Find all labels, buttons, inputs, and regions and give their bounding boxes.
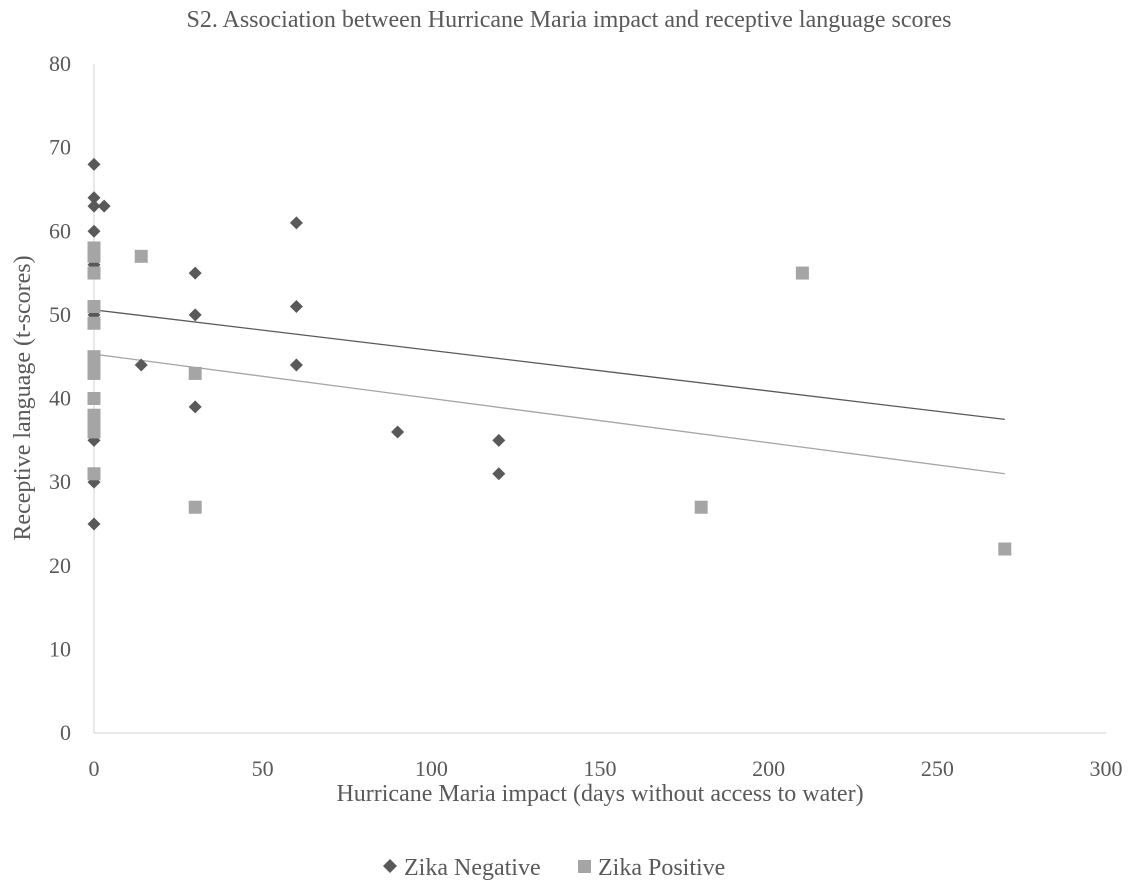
y-tick-label: 50 bbox=[49, 302, 71, 327]
y-tick-label: 20 bbox=[49, 553, 71, 578]
data-point-diamond bbox=[188, 400, 202, 414]
y-tick-label: 40 bbox=[49, 386, 71, 411]
data-point-diamond bbox=[97, 199, 111, 213]
data-point-diamond bbox=[87, 157, 101, 171]
y-tick-label: 0 bbox=[60, 720, 71, 745]
y-tick-label: 60 bbox=[49, 218, 71, 243]
data-point-square bbox=[87, 366, 101, 380]
trendlines bbox=[93, 309, 1005, 475]
x-tick-label: 200 bbox=[752, 756, 785, 781]
data-point-square bbox=[188, 366, 202, 380]
data-point-diamond bbox=[492, 467, 506, 481]
data-point-square bbox=[795, 266, 809, 280]
y-axis: 0 10 20 30 40 50 60 70 80 bbox=[49, 51, 95, 745]
trendline-zika-negative bbox=[93, 309, 1005, 421]
x-tick-label: 300 bbox=[1090, 756, 1123, 781]
legend-label-zika-positive: Zika Positive bbox=[598, 855, 725, 881]
data-point-square bbox=[694, 500, 708, 514]
data-point-square bbox=[87, 425, 101, 439]
series-zika-negative bbox=[87, 157, 809, 531]
data-point-diamond bbox=[391, 425, 405, 439]
x-axis: 0 50 100 150 200 250 300 bbox=[89, 732, 1123, 781]
legend-label-zika-negative: Zika Negative bbox=[404, 855, 541, 881]
data-point-diamond bbox=[87, 191, 101, 205]
y-tick-label: 30 bbox=[49, 469, 71, 494]
data-point-square bbox=[87, 316, 101, 330]
legend: Zika Negative Zika Positive bbox=[383, 855, 725, 881]
data-point-diamond bbox=[188, 308, 202, 322]
x-tick-label: 150 bbox=[584, 756, 617, 781]
data-point-square bbox=[998, 542, 1012, 556]
x-tick-label: 100 bbox=[415, 756, 448, 781]
data-point-square bbox=[87, 266, 101, 280]
data-point-diamond bbox=[289, 300, 303, 314]
data-point-diamond bbox=[87, 517, 101, 531]
y-tick-label: 70 bbox=[49, 135, 71, 160]
legend-item-zika-negative: Zika Negative bbox=[383, 855, 541, 881]
data-point-square bbox=[188, 500, 202, 514]
x-tick-label: 50 bbox=[252, 756, 274, 781]
x-tick-label: 250 bbox=[921, 756, 954, 781]
chart-title: S2. Association between Hurricane Maria … bbox=[186, 7, 951, 33]
x-tick-label: 0 bbox=[89, 756, 100, 781]
trendline-zika-positive bbox=[93, 353, 1005, 475]
data-point-diamond bbox=[188, 266, 202, 280]
data-point-diamond bbox=[87, 224, 101, 238]
data-point-square bbox=[87, 392, 101, 405]
legend-marker-square bbox=[578, 860, 591, 873]
y-tick-label: 80 bbox=[49, 51, 71, 76]
data-point-square bbox=[87, 467, 101, 481]
data-point-diamond bbox=[289, 216, 303, 230]
data-point-diamond bbox=[87, 199, 101, 213]
legend-marker-diamond bbox=[383, 859, 397, 873]
legend-item-zika-positive: Zika Positive bbox=[578, 855, 725, 881]
data-point-square bbox=[87, 300, 101, 314]
data-point-diamond bbox=[289, 358, 303, 372]
series-zika-positive bbox=[87, 241, 1012, 556]
x-axis-title: Hurricane Maria impact (days without acc… bbox=[336, 781, 863, 807]
data-point-square bbox=[87, 249, 101, 263]
data-point-diamond bbox=[134, 358, 148, 372]
data-point-diamond bbox=[492, 433, 506, 447]
y-tick-label: 10 bbox=[49, 636, 71, 661]
data-points bbox=[87, 157, 1012, 556]
y-axis-title: Receptive language (t-scores) bbox=[10, 255, 36, 540]
data-point-square bbox=[134, 249, 148, 263]
